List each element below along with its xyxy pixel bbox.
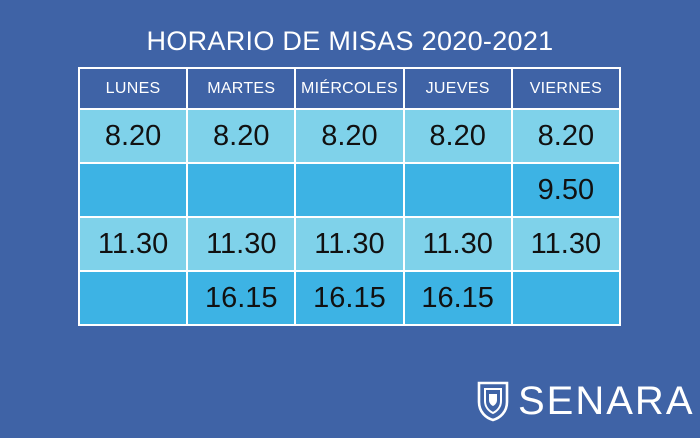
header-monday: LUNES <box>77 67 189 110</box>
mass-schedule-table: LUNES MARTES MIÉRCOLES JUEVES VIERNES 8.… <box>77 67 622 326</box>
time-cell-thursday: 11.30 <box>402 216 513 272</box>
time-cell-wednesday <box>294 162 405 218</box>
time-cell-tuesday: 11.30 <box>186 216 297 272</box>
time-cell-wednesday: 8.20 <box>294 108 405 164</box>
table-row: 16.15 16.15 16.15 <box>77 270 622 326</box>
shield-crest-icon <box>477 381 509 422</box>
time-cell-monday <box>77 162 189 218</box>
time-cell-tuesday <box>186 162 297 218</box>
header-friday: VIERNES <box>510 67 622 110</box>
time-cell-monday <box>77 270 189 326</box>
header-thursday: JUEVES <box>402 67 513 110</box>
time-cell-friday <box>510 270 622 326</box>
time-cell-monday: 11.30 <box>77 216 189 272</box>
header-wednesday: MIÉRCOLES <box>294 67 405 110</box>
logo-text: SENARA <box>518 379 695 423</box>
time-cell-friday: 11.30 <box>510 216 622 272</box>
time-cell-wednesday: 16.15 <box>294 270 405 326</box>
table-header-row: LUNES MARTES MIÉRCOLES JUEVES VIERNES <box>77 67 622 110</box>
time-cell-wednesday: 11.30 <box>294 216 405 272</box>
time-cell-thursday: 16.15 <box>402 270 513 326</box>
time-cell-friday: 9.50 <box>510 162 622 218</box>
time-cell-thursday: 8.20 <box>402 108 513 164</box>
page-title: HORARIO DE MISAS 2020-2021 <box>146 26 554 56</box>
time-cell-monday: 8.20 <box>77 108 189 164</box>
table-row: 9.50 <box>77 162 622 218</box>
time-cell-friday: 8.20 <box>510 108 622 164</box>
time-cell-tuesday: 16.15 <box>186 270 297 326</box>
time-cell-tuesday: 8.20 <box>186 108 297 164</box>
header-tuesday: MARTES <box>186 67 297 110</box>
table-row: 11.30 11.30 11.30 11.30 11.30 <box>77 216 622 272</box>
time-cell-thursday <box>402 162 513 218</box>
senara-logo: SENARA <box>476 377 693 425</box>
table-row: 8.20 8.20 8.20 8.20 8.20 <box>77 108 622 164</box>
